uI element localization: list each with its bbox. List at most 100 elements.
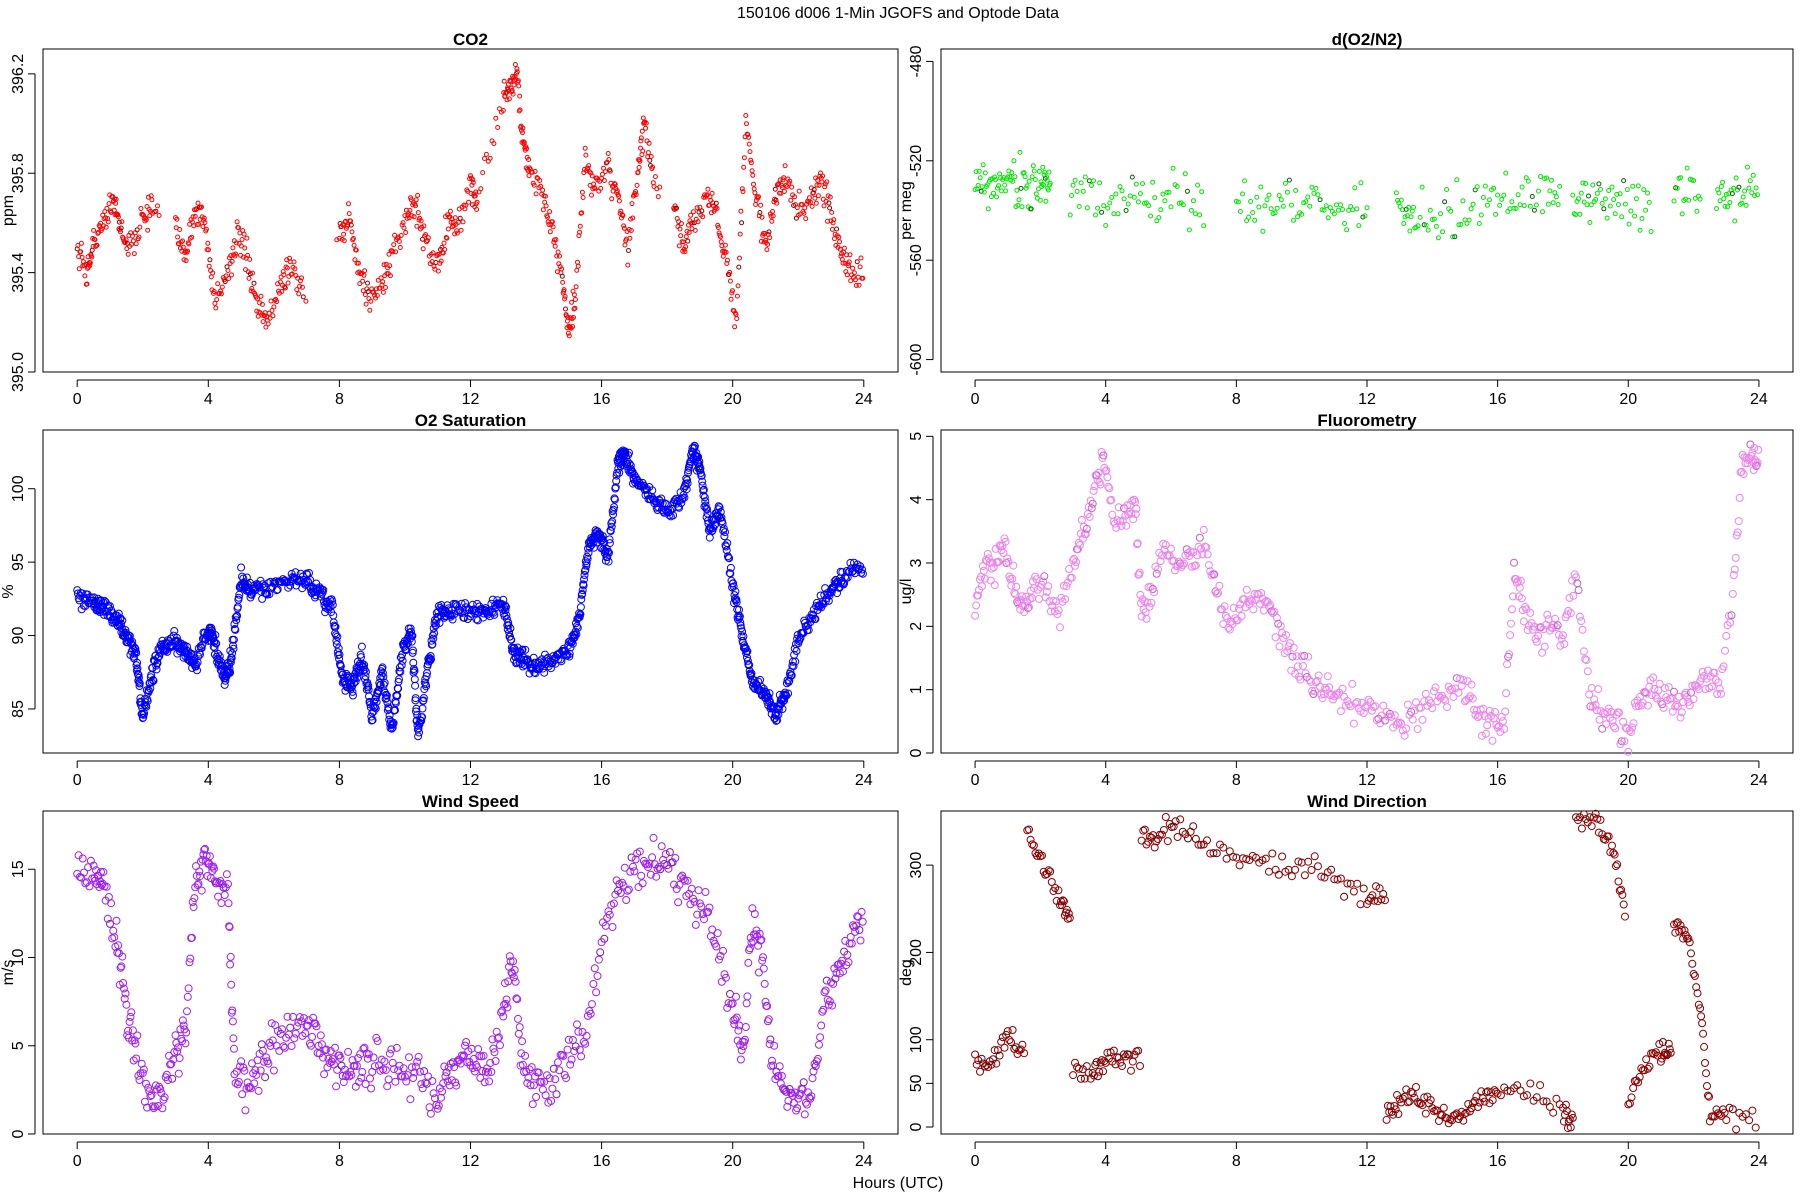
data-point [1540, 209, 1545, 215]
data-point [1305, 194, 1311, 200]
data-point [241, 231, 247, 237]
data-point [574, 267, 580, 273]
data-point [788, 197, 794, 203]
data-point [250, 270, 255, 276]
data-point [566, 333, 572, 339]
data-point [115, 214, 121, 220]
data-point [118, 225, 124, 231]
data-point [563, 306, 568, 312]
data-point [699, 208, 705, 214]
data-point [850, 265, 856, 271]
data-point [685, 238, 691, 244]
data-point [259, 312, 265, 318]
data-point [514, 69, 520, 75]
data-point [1037, 197, 1043, 203]
data-point [1010, 178, 1016, 184]
data-point [363, 301, 369, 307]
x-tick-label: 24 [855, 1153, 873, 1170]
data-point [1358, 180, 1364, 186]
panel-title: O2 Saturation [415, 411, 526, 430]
data-point [741, 164, 747, 170]
data-point [516, 83, 522, 89]
data-point [854, 259, 860, 265]
data-point [824, 179, 830, 185]
data-point [842, 260, 848, 266]
data-point [543, 203, 549, 209]
data-point [211, 289, 217, 294]
data-point [1289, 202, 1294, 208]
data-point [773, 197, 779, 203]
data-point [1123, 208, 1129, 213]
data-point [782, 163, 788, 169]
data-point [734, 293, 740, 299]
data-point [211, 631, 220, 639]
y-tick-label: 395.4 [10, 252, 27, 292]
data-point [1354, 206, 1360, 212]
data-point [266, 577, 275, 586]
data-point [460, 219, 466, 225]
data-point [294, 287, 300, 293]
data-point [1583, 181, 1589, 186]
data-point [977, 175, 983, 181]
data-point [1280, 203, 1286, 209]
data-point [300, 294, 306, 300]
data-point [673, 206, 679, 212]
data-point [360, 278, 366, 284]
data-point [263, 324, 269, 330]
data-point [1415, 223, 1421, 229]
data-point [621, 225, 627, 231]
data-point [730, 288, 735, 294]
data-point [231, 625, 240, 634]
data-point [175, 234, 181, 240]
data-point [1525, 178, 1531, 184]
data-point [738, 208, 744, 214]
data-point [478, 186, 484, 192]
data-point [218, 288, 223, 294]
data-point [1639, 216, 1645, 221]
data-point [860, 275, 866, 281]
data-point [1099, 209, 1105, 215]
data-point [116, 614, 125, 623]
data-point [296, 291, 302, 297]
x-tick-label: 0 [73, 391, 82, 408]
data-point [1431, 216, 1437, 222]
data-point [802, 205, 808, 211]
y-tick-label: -520 [908, 145, 925, 177]
data-point [1164, 189, 1170, 195]
data-point [807, 199, 813, 205]
data-point [715, 225, 721, 230]
data-point [357, 281, 363, 287]
data-point [474, 207, 480, 212]
data-point [1493, 211, 1499, 217]
data-point [203, 226, 209, 232]
data-point [233, 240, 239, 246]
y-axis-label: ppm [0, 195, 17, 226]
data-point [132, 648, 141, 657]
data-point [722, 242, 728, 248]
data-point [834, 226, 840, 232]
data-point [1323, 203, 1329, 209]
data-point [1717, 198, 1723, 204]
data-point [1621, 178, 1627, 184]
data-point [292, 266, 298, 272]
data-point [1307, 203, 1313, 209]
data-point [94, 242, 100, 248]
data-point [630, 215, 636, 221]
data-point [747, 149, 753, 155]
data-point [1533, 202, 1539, 208]
x-tick-label: 12 [1358, 1153, 1376, 1170]
x-tick-label: 20 [724, 772, 742, 789]
data-point [740, 189, 746, 195]
data-point [724, 261, 730, 266]
data-point [1024, 183, 1030, 189]
data-point [520, 130, 525, 136]
data-point [406, 210, 411, 216]
data-point [1201, 223, 1207, 229]
data-point [557, 253, 562, 259]
data-point [1129, 174, 1135, 180]
x-axis-label: Hours (UTC) [853, 1175, 944, 1192]
x-tick-label: 12 [462, 391, 480, 408]
data-point [1067, 212, 1073, 218]
data-point [206, 263, 212, 269]
data-point [1156, 215, 1162, 221]
